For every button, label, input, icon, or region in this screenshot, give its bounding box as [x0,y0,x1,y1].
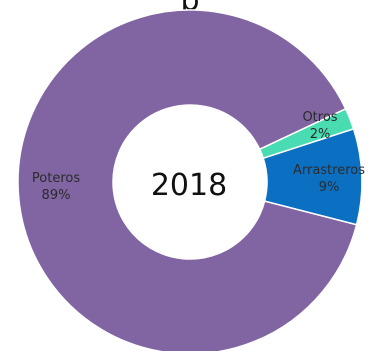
slices-group [17,9,363,351]
slice-value-otros: 2% [310,127,331,142]
slice-value-poteros: 89% [42,188,71,203]
labels-group: Poteros 89% Arrastreros 9% Otros 2% [32,110,365,203]
center-year-label: 2018 [151,168,227,203]
slice-label-arrastreros: Arrastreros [293,163,365,178]
slice-poteros [17,9,358,351]
slice-label-poteros: Poteros [32,171,80,186]
slice-label-otros: Otros [302,110,337,125]
slice-value-arrastreros: 9% [319,180,340,195]
